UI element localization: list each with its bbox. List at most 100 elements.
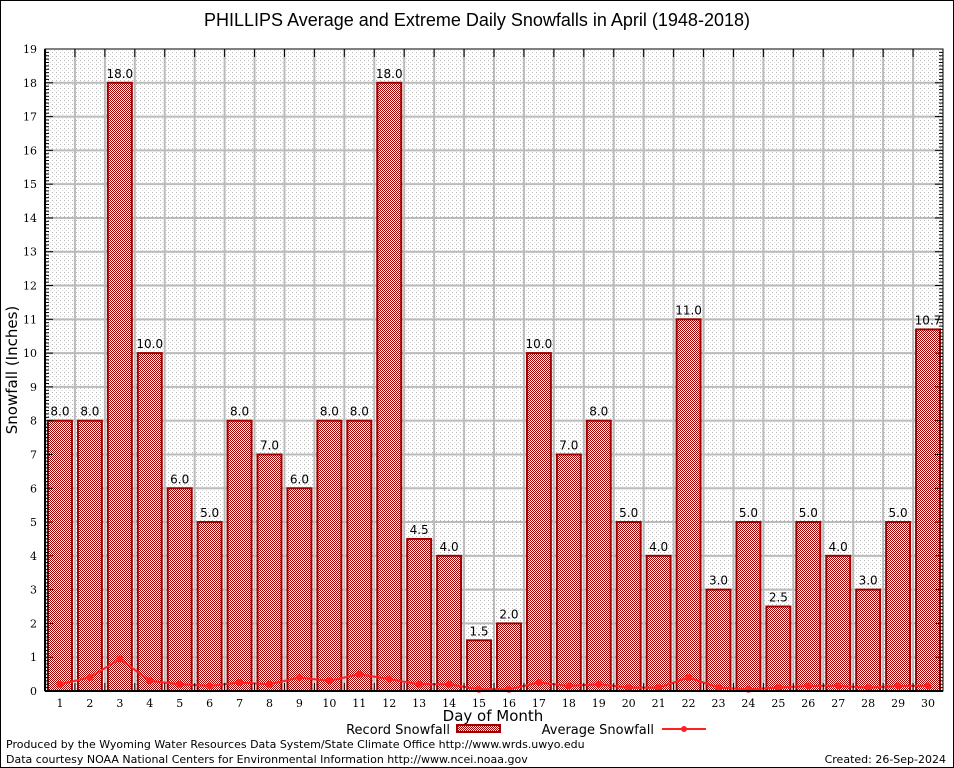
y-tick-label: 14	[23, 212, 37, 225]
x-tick-label: 7	[236, 697, 243, 710]
bar-value-label: 4.0	[829, 540, 848, 554]
x-tick-label: 2	[86, 697, 93, 710]
y-tick-label: 4	[30, 550, 37, 563]
record-bar	[495, 622, 522, 693]
record-bar	[166, 487, 193, 692]
bar-value-label: 5.0	[739, 506, 758, 520]
record-bar	[196, 521, 223, 692]
record-bar	[466, 639, 493, 693]
legend-label-average: Average Snowfall	[542, 723, 654, 738]
record-bar	[675, 318, 702, 692]
x-tick-label: 29	[891, 697, 905, 710]
record-bar	[615, 521, 642, 692]
record-bar	[376, 81, 403, 692]
y-tick-label: 16	[23, 144, 37, 157]
record-bar	[705, 588, 732, 693]
record-bar	[855, 588, 882, 693]
x-tick-label: 8	[266, 697, 273, 710]
bar-value-label: 8.0	[50, 405, 69, 419]
x-tick-label: 19	[592, 697, 606, 710]
x-tick-labels: 1 2 3 4 5 6 7 8 9 10 11 12 13 14 15 16 17 18 19 20 21 22 23 24 2…	[56, 697, 935, 710]
y-tick-label: 3	[30, 584, 37, 597]
x-tick-label: 22	[682, 697, 696, 710]
y-tick-label: 1	[30, 651, 37, 664]
bar-value-label: 8.0	[350, 405, 369, 419]
record-bar	[795, 521, 822, 692]
x-tick-label: 28	[861, 697, 875, 710]
y-tick-label: 17	[23, 111, 37, 124]
average-line	[56, 655, 932, 693]
x-tick-label: 30	[921, 697, 935, 710]
x-tick-label: 20	[622, 697, 636, 710]
x-tick-label: 26	[801, 697, 815, 710]
x-tick-label: 11	[352, 697, 366, 710]
bar-value-label: 7.0	[260, 438, 279, 452]
record-bar	[256, 453, 283, 693]
average-snowfall-point	[445, 680, 453, 688]
y-tick-label: 13	[23, 246, 37, 259]
average-snowfall-point	[595, 680, 603, 688]
y-tick-label: 7	[30, 448, 37, 461]
y-tick-label: 9	[30, 381, 37, 394]
x-tick-label: 14	[442, 697, 456, 710]
bar-value-label: 8.0	[80, 405, 99, 419]
average-snowfall-point	[834, 682, 842, 690]
record-bar	[76, 419, 103, 692]
bar-value-label: 5.0	[200, 506, 219, 520]
x-tick-label: 23	[712, 697, 726, 710]
bar-value-label: 3.0	[859, 574, 878, 588]
x-tick-label: 4	[146, 697, 153, 710]
bar-value-label: 2.0	[499, 607, 518, 621]
legend-swatch-record	[456, 724, 501, 733]
x-tick-label: 5	[176, 697, 183, 710]
record-bar	[915, 328, 942, 692]
bar-value-label: 18.0	[376, 67, 403, 81]
bar-value-label: 6.0	[290, 472, 309, 486]
x-tick-label: 17	[532, 697, 546, 710]
record-bar	[585, 419, 612, 692]
x-tick-label: 15	[472, 697, 486, 710]
record-bar	[555, 453, 582, 693]
average-snowfall-point	[355, 670, 363, 678]
x-tick-label: 6	[206, 697, 213, 710]
x-tick-label: 16	[502, 697, 516, 710]
footer-data-courtesy: Data courtesy NOAA National Centers for …	[6, 753, 528, 766]
x-tick-label: 3	[116, 697, 123, 710]
bar-value-label: 4.5	[410, 523, 429, 537]
y-tick-label: 5	[30, 516, 37, 529]
legend-label-record: Record Snowfall	[346, 723, 450, 738]
legend-swatch-average-marker	[681, 726, 687, 732]
average-snowfall-point	[86, 673, 94, 681]
average-snowfall-point	[625, 684, 633, 692]
average-snowfall-point	[715, 684, 722, 692]
record-bar	[106, 81, 133, 692]
y-tick-label: 10	[23, 347, 37, 360]
axes	[44, 48, 944, 692]
bar-value-label: 8.0	[589, 405, 608, 419]
bar-value-label: 4.0	[440, 540, 459, 554]
y-tick-label: 12	[23, 280, 37, 293]
average-snowfall-point	[864, 684, 872, 692]
gridlines	[45, 49, 943, 691]
average-snowfall-point	[565, 682, 573, 690]
x-tick-label: 18	[562, 697, 576, 710]
bar-value-label: 10.0	[526, 337, 553, 351]
footer-produced-by: Produced by the Wyoming Water Resources …	[6, 738, 585, 751]
average-snowfall-point	[146, 677, 154, 685]
bar-value-labels: 8.0 8.0 18.0 10.0 6.0 5.0 8.0 7.0 6.0 8.0 8.0 18.0 4…	[50, 67, 941, 639]
bar-value-label: 6.0	[170, 472, 189, 486]
y-tick-label: 2	[30, 617, 37, 630]
y-tick-label: 0	[30, 685, 37, 698]
y-tick-label: 8	[30, 415, 37, 428]
average-snowfall-point	[236, 679, 244, 687]
average-snowfall-point	[295, 673, 303, 681]
chart-title: PHILLIPS Average and Extreme Daily Snowf…	[204, 10, 750, 30]
record-bar	[406, 537, 433, 693]
average-snowfall-point	[894, 682, 902, 690]
average-snowfall-point	[176, 680, 184, 688]
y-axis-label: Snowfall (Inches)	[3, 306, 21, 434]
bar-value-label: 11.0	[675, 303, 702, 317]
x-tick-label: 1	[56, 697, 63, 710]
